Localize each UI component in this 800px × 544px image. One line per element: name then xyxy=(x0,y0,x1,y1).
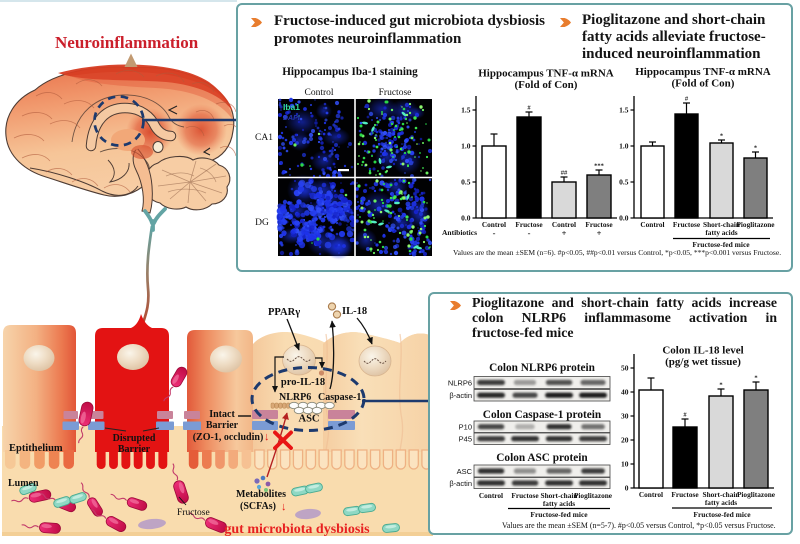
svg-text:Control: Control xyxy=(640,220,664,229)
svg-text:50: 50 xyxy=(621,364,629,373)
svg-text:##: ## xyxy=(561,170,568,177)
svg-text:Pioglitazone: Pioglitazone xyxy=(736,220,775,229)
svg-text:Short-chain: Short-chain xyxy=(541,491,578,500)
svg-text:Colon ASC protein: Colon ASC protein xyxy=(496,452,588,464)
svg-text:+: + xyxy=(562,228,567,238)
svg-text:Pioglitazone: Pioglitazone xyxy=(574,491,613,500)
svg-text:Fructose-fed mice: Fructose-fed mice xyxy=(692,240,750,249)
svg-text:#: # xyxy=(683,412,687,419)
svg-text:#: # xyxy=(685,96,689,103)
svg-text:NLRP6: NLRP6 xyxy=(279,392,311,403)
svg-text:Short-chain: Short-chain xyxy=(703,220,740,229)
svg-text:Colon NLRP6 protein: Colon NLRP6 protein xyxy=(489,362,596,374)
svg-text:1.5: 1.5 xyxy=(461,106,471,115)
svg-text:Hippocampus Iba-1 staining: Hippocampus Iba-1 staining xyxy=(282,66,418,78)
svg-text:20: 20 xyxy=(621,436,629,445)
svg-text:(Fold of Con): (Fold of Con) xyxy=(672,78,735,90)
svg-text:NLRP6: NLRP6 xyxy=(448,378,472,387)
svg-text:P45: P45 xyxy=(459,435,472,444)
svg-text:↓: ↓ xyxy=(281,501,287,513)
svg-text:Fructose-fed mice: Fructose-fed mice xyxy=(530,510,588,519)
svg-text:Fructose-fed mice: Fructose-fed mice xyxy=(693,510,751,519)
svg-text:30: 30 xyxy=(621,412,629,421)
svg-text:Lumen: Lumen xyxy=(8,478,39,489)
svg-text:Control: Control xyxy=(639,490,663,499)
svg-text:↓: ↓ xyxy=(264,431,270,443)
svg-text:Hippocampus TNF-α mRNA: Hippocampus TNF-α mRNA xyxy=(635,66,771,78)
svg-text:DG: DG xyxy=(255,218,269,228)
svg-text:PPARγ: PPARγ xyxy=(268,307,300,318)
svg-text:IL-18: IL-18 xyxy=(342,306,367,317)
svg-text:10: 10 xyxy=(621,460,629,469)
svg-text:Fructose: Fructose xyxy=(177,508,210,518)
svg-text:(ZO-1, occludin): (ZO-1, occludin) xyxy=(193,432,264,443)
svg-text:1.0: 1.0 xyxy=(619,142,629,151)
svg-text:gut microbiota dysbiosis: gut microbiota dysbiosis xyxy=(224,522,370,537)
svg-text:Control: Control xyxy=(479,491,503,500)
svg-text:DAPI: DAPI xyxy=(283,115,301,122)
svg-text:Metabolites: Metabolites xyxy=(236,489,286,500)
svg-text:0.0: 0.0 xyxy=(619,214,629,223)
svg-text:CA1: CA1 xyxy=(255,133,273,143)
svg-text:Iba1: Iba1 xyxy=(283,102,300,112)
svg-text:0.0: 0.0 xyxy=(461,214,471,223)
svg-text:Control: Control xyxy=(304,88,333,98)
svg-text:Short-chain: Short-chain xyxy=(703,490,740,499)
svg-text:(Fold of Con): (Fold of Con) xyxy=(515,79,578,91)
svg-text:Disrupted: Disrupted xyxy=(113,433,156,444)
svg-text:Fructose: Fructose xyxy=(673,220,701,229)
svg-text:Fructose: Fructose xyxy=(585,220,613,229)
svg-text:*: * xyxy=(754,145,757,152)
svg-text:40: 40 xyxy=(621,388,629,397)
svg-text:Pioglitazone: Pioglitazone xyxy=(737,490,776,499)
svg-text:ASC: ASC xyxy=(298,414,319,425)
svg-text:P10: P10 xyxy=(459,423,472,432)
svg-text:Fructose: Fructose xyxy=(379,88,412,98)
svg-text:1.5: 1.5 xyxy=(619,106,629,115)
svg-text:+: + xyxy=(597,228,602,238)
svg-text:1.0: 1.0 xyxy=(461,142,471,151)
svg-text:#: # xyxy=(527,105,531,112)
svg-text:***: *** xyxy=(594,163,604,170)
svg-text:Antibiotics: Antibiotics xyxy=(442,228,477,237)
svg-text:β-actin: β-actin xyxy=(449,391,472,400)
svg-text:*: * xyxy=(754,375,757,382)
svg-text:Hippocampus TNF-α mRNA: Hippocampus TNF-α mRNA xyxy=(478,68,614,80)
svg-text:fatty acids: fatty acids xyxy=(543,499,575,508)
svg-text:β-actin: β-actin xyxy=(449,479,472,488)
svg-text:Colon Caspase-1 protein: Colon Caspase-1 protein xyxy=(483,409,602,421)
svg-text:0.5: 0.5 xyxy=(619,178,629,187)
svg-text:(SCFAs): (SCFAs) xyxy=(240,501,276,512)
svg-text:Fructose: Fructose xyxy=(515,220,543,229)
svg-text:Colon IL-18 level: Colon IL-18 level xyxy=(662,345,743,357)
svg-text:*: * xyxy=(720,133,723,140)
svg-text:0.5: 0.5 xyxy=(461,178,471,187)
svg-text:Fructose: Fructose xyxy=(671,490,699,499)
svg-text:Barrier: Barrier xyxy=(118,444,151,455)
svg-text:Barrier: Barrier xyxy=(206,420,239,431)
svg-text:ASC: ASC xyxy=(457,467,473,476)
svg-text:0: 0 xyxy=(625,484,629,493)
svg-text:-: - xyxy=(493,228,496,238)
svg-text:Control: Control xyxy=(552,220,576,229)
svg-text:*: * xyxy=(719,382,722,389)
svg-text:Caspase-1: Caspase-1 xyxy=(318,392,361,403)
svg-text:-: - xyxy=(528,228,531,238)
svg-text:fatty acids: fatty acids xyxy=(705,228,737,237)
svg-text:pro-IL-18: pro-IL-18 xyxy=(281,377,325,388)
svg-text:Control: Control xyxy=(482,220,506,229)
svg-text:fatty acids: fatty acids xyxy=(705,498,737,507)
svg-text:(pg/g wet tissue): (pg/g wet tissue) xyxy=(665,356,741,368)
svg-text:Fructose: Fructose xyxy=(511,491,539,500)
svg-text:Intact: Intact xyxy=(209,409,235,420)
svg-text:Eptithelium: Eptithelium xyxy=(9,443,63,454)
